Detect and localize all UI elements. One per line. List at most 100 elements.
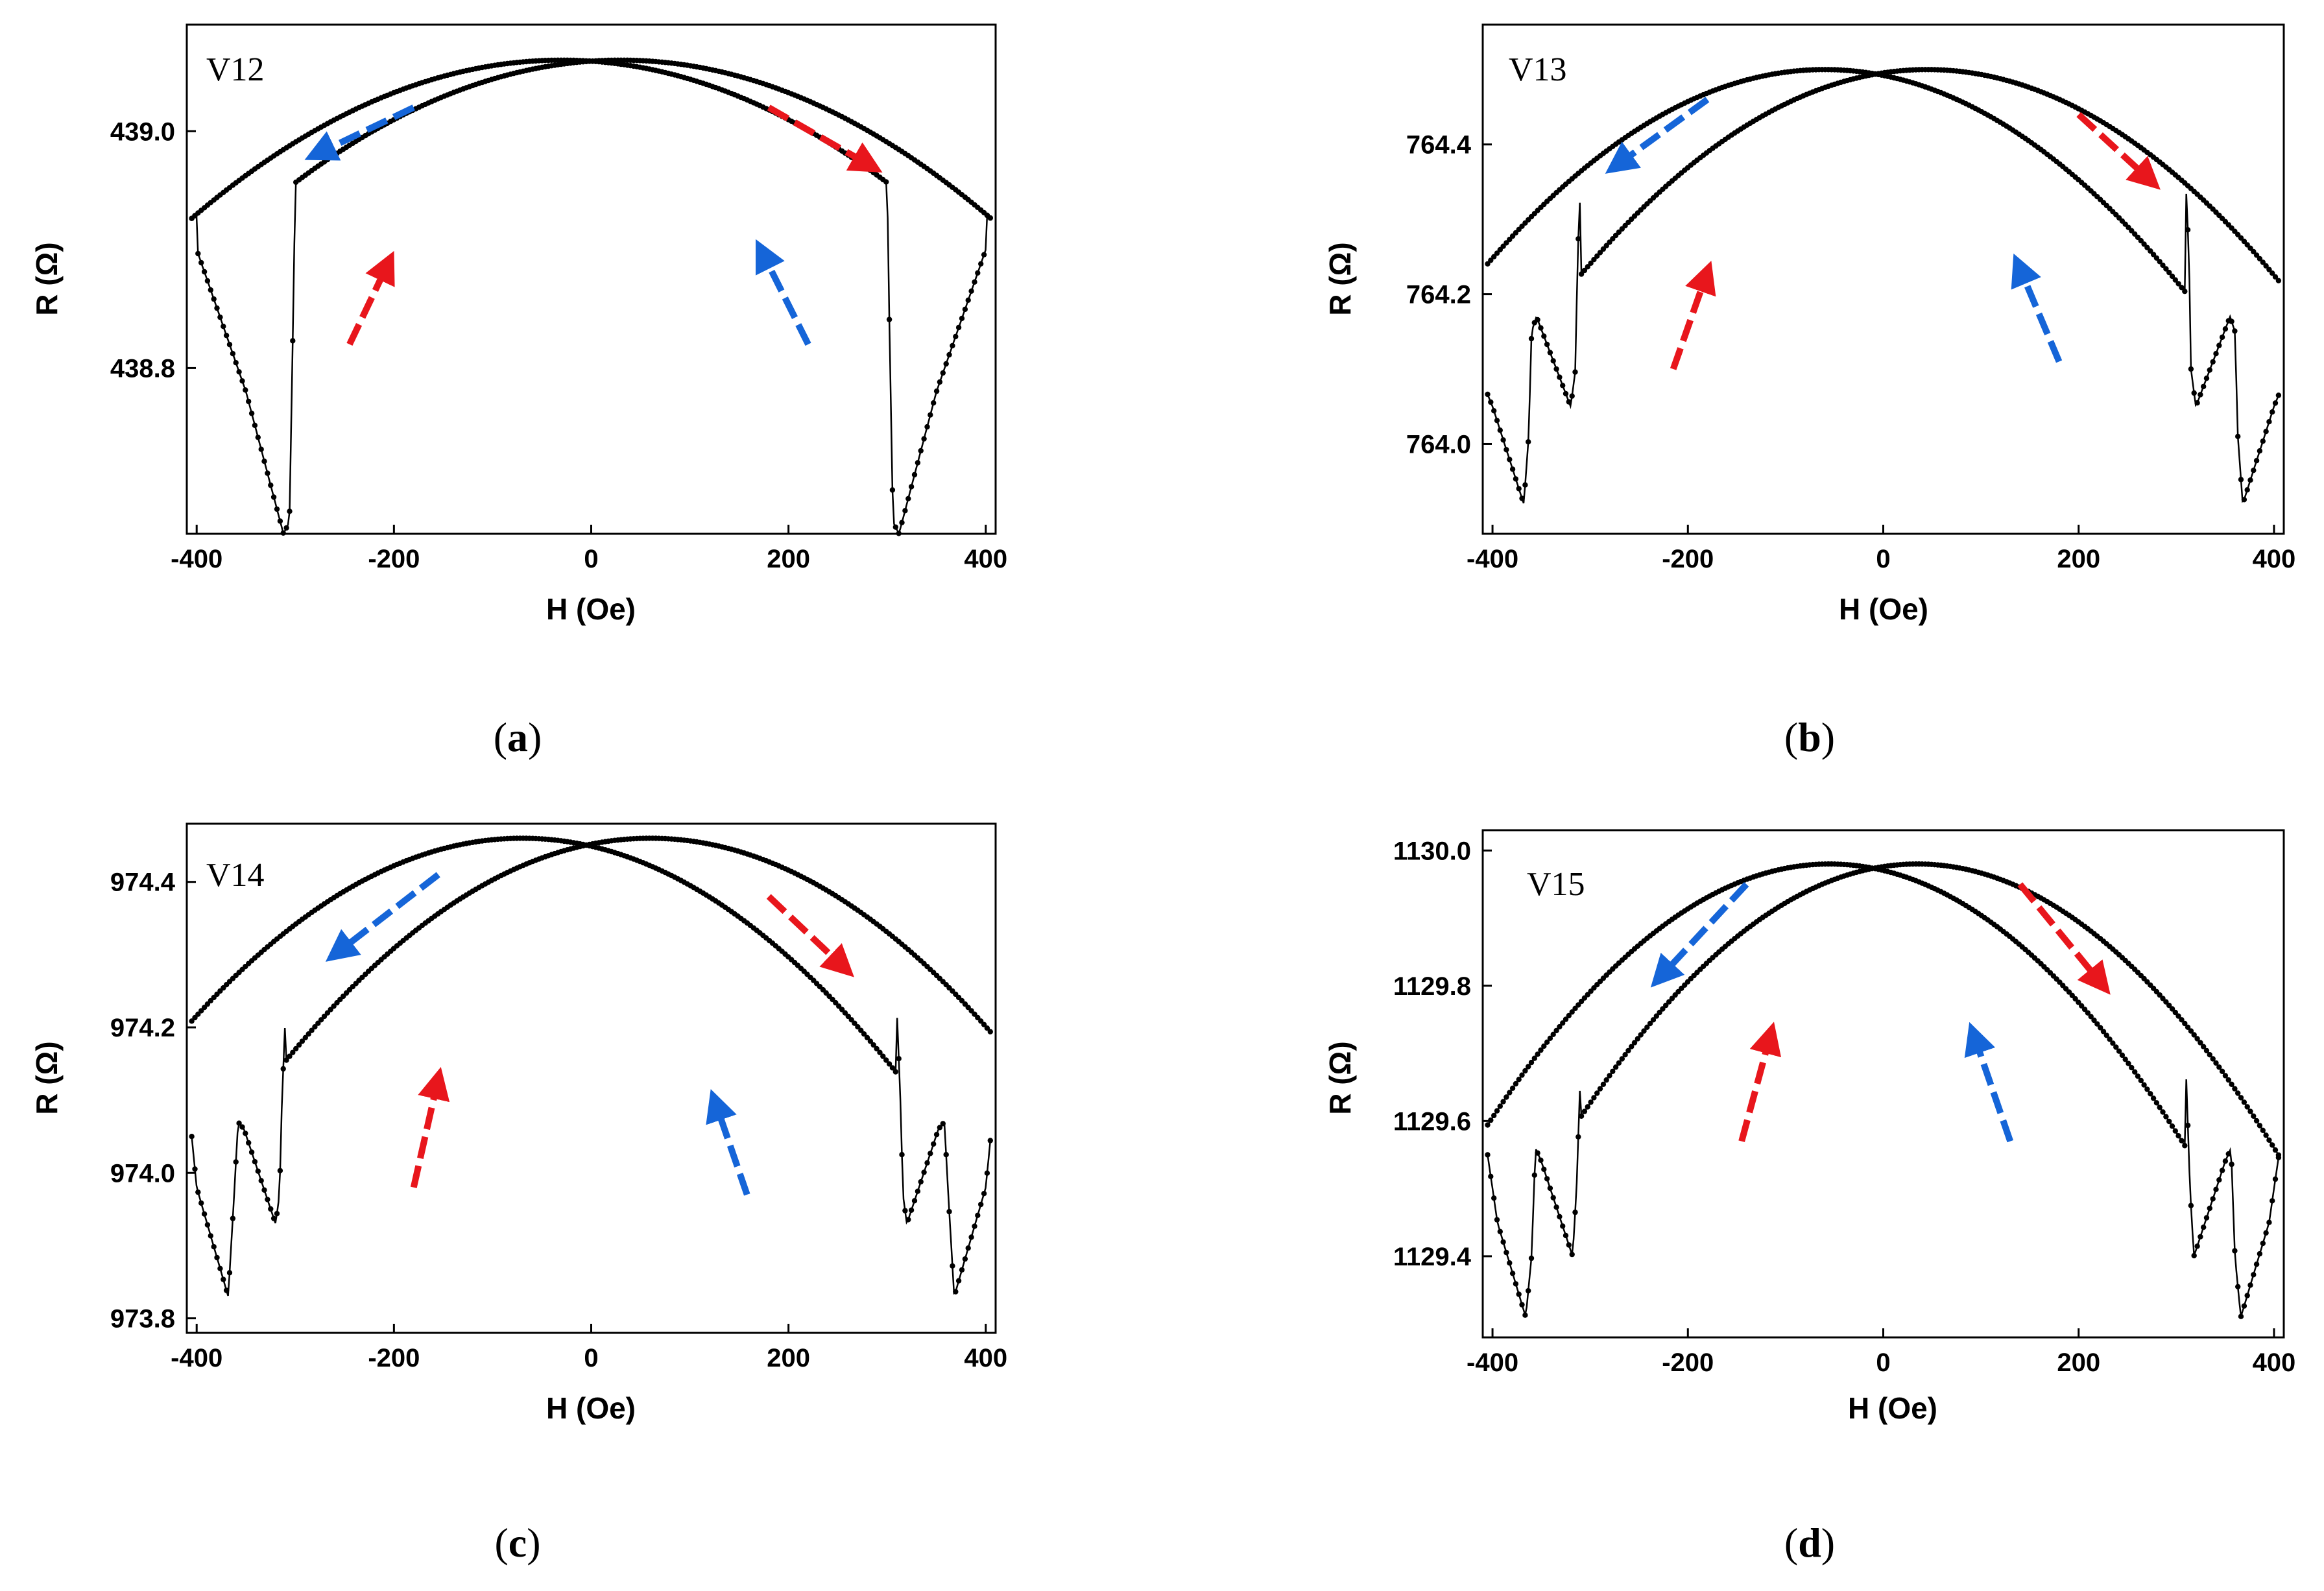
direction-arrows: [1605, 97, 2161, 370]
blue-arrow: [706, 1089, 750, 1196]
forward-sweep-point: [855, 1024, 861, 1030]
forward-sweep-point: [2088, 1014, 2094, 1020]
red-arrow: [2017, 882, 2111, 995]
forward-sweep-point: [2148, 1091, 2153, 1097]
forward-sweep-line: [1487, 863, 2280, 1317]
backward-sweep-point: [2266, 267, 2272, 272]
forward-sweep-point: [877, 1049, 883, 1055]
backward-sweep-point: [274, 1210, 280, 1217]
red-arrow: [2076, 112, 2161, 190]
backward-sweep-point: [1541, 333, 1547, 339]
direction-arrows: [304, 104, 883, 346]
forward-sweep-point: [915, 1188, 921, 1194]
forward-sweep-point: [874, 1046, 880, 1052]
forward-sweep-point: [892, 524, 899, 530]
forward-sweep-point: [1557, 1023, 1563, 1030]
backward-sweep-point: [1528, 1255, 1535, 1262]
forward-sweep-point: [848, 1017, 854, 1023]
forward-sweep-point: [2213, 1186, 2219, 1193]
backward-sweep-point: [1616, 1060, 1622, 1066]
forward-sweep-point: [2251, 1272, 2257, 1278]
backward-sweep-point: [2235, 1090, 2241, 1096]
forward-sweep-point: [1513, 1081, 1519, 1087]
forward-sweep-point: [2166, 1118, 2172, 1125]
backward-sweep-point: [1544, 341, 1550, 348]
forward-sweep-point: [2172, 1128, 2178, 1134]
red-arrow: [410, 1066, 450, 1188]
data-series: [189, 57, 994, 536]
forward-sweep-point: [2253, 1262, 2260, 1267]
y-tick-label: 974.2: [110, 1014, 175, 1042]
backward-sweep-point: [1563, 390, 1569, 397]
forward-sweep-point: [2166, 269, 2172, 276]
forward-sweep-point: [915, 460, 921, 466]
backward-sweep-point: [1560, 1223, 1566, 1229]
backward-sweep-point: [214, 1254, 220, 1261]
panel-caption: (c): [494, 1520, 540, 1566]
backward-sweep-point: [243, 387, 248, 393]
forward-sweep-point: [2194, 1243, 2200, 1249]
forward-sweep-point: [2257, 448, 2263, 454]
backward-sweep-point: [2257, 256, 2263, 262]
forward-sweep-point: [2153, 255, 2160, 261]
x-tick-label: -200: [368, 545, 420, 573]
forward-sweep-point: [2169, 1123, 2175, 1129]
backward-sweep-point: [1600, 1081, 1607, 1088]
forward-sweep-point: [987, 1138, 994, 1143]
forward-sweep-point: [1541, 1043, 1547, 1049]
backward-sweep-point: [1629, 1044, 1635, 1049]
forward-sweep-point: [1488, 257, 1494, 263]
y-axis-label: R (Ω): [1323, 1041, 1357, 1115]
backward-sweep-point: [1509, 1271, 1516, 1276]
backward-sweep-point: [1526, 439, 1531, 445]
forward-sweep-point: [2094, 1021, 2100, 1027]
backward-sweep-point: [1575, 1134, 1581, 1140]
forward-sweep-point: [889, 487, 896, 493]
backward-sweep-point: [226, 1270, 233, 1276]
y-axis-label: R (Ω): [30, 242, 64, 316]
backward-sweep-point: [1597, 250, 1603, 256]
forward-sweep-point: [2126, 1060, 2131, 1066]
backward-sweep-point: [1516, 486, 1522, 492]
forward-sweep-point: [2191, 1252, 2197, 1259]
forward-sweep-point: [2160, 1109, 2166, 1115]
backward-sweep-point: [2175, 1013, 2181, 1019]
backward-sweep-point: [1560, 383, 1566, 389]
backward-sweep-point: [258, 446, 264, 452]
forward-sweep-point: [911, 472, 918, 478]
backward-sweep-point: [1663, 1002, 1669, 1009]
forward-sweep-point: [1526, 1064, 1531, 1070]
forward-sweep-point: [2270, 409, 2275, 415]
backward-sweep-point: [1488, 1173, 1494, 1180]
forward-sweep-point: [2182, 289, 2188, 294]
x-tick-label: 200: [767, 1344, 810, 1372]
backward-sweep-point: [268, 482, 274, 488]
forward-sweep-point: [2160, 262, 2166, 269]
forward-sweep-point: [931, 1141, 937, 1147]
backward-sweep-point: [1578, 271, 1585, 277]
backward-sweep-point: [2207, 1052, 2212, 1058]
forward-sweep-point: [886, 317, 892, 322]
backward-sweep-point: [1557, 374, 1563, 380]
forward-sweep-point: [845, 1013, 852, 1020]
backward-sweep-point: [274, 506, 280, 512]
forward-sweep-point: [2260, 1240, 2266, 1247]
backward-sweep-point: [1594, 253, 1600, 259]
y-tick-label: 973.8: [110, 1305, 175, 1334]
backward-sweep-point: [2266, 1137, 2272, 1143]
backward-sweep-point: [2253, 252, 2260, 258]
data-series: [189, 835, 994, 1297]
backward-sweep-point: [302, 1035, 308, 1041]
backward-sweep-point: [243, 1130, 248, 1136]
backward-sweep-point: [252, 1158, 258, 1165]
backward-sweep-point: [1550, 1195, 1556, 1201]
x-tick-label: 400: [964, 545, 1007, 573]
red-arrow: [767, 104, 883, 173]
x-axis-label: H (Oe): [546, 1391, 636, 1425]
backward-sweep-point: [1591, 1095, 1597, 1101]
y-tick-label: 764.2: [1406, 281, 1471, 309]
forward-sweep-point: [981, 1191, 987, 1197]
backward-sweep-point: [1522, 482, 1528, 488]
backward-sweep-point: [1491, 1195, 1497, 1201]
backward-sweep-point: [1622, 1052, 1628, 1058]
